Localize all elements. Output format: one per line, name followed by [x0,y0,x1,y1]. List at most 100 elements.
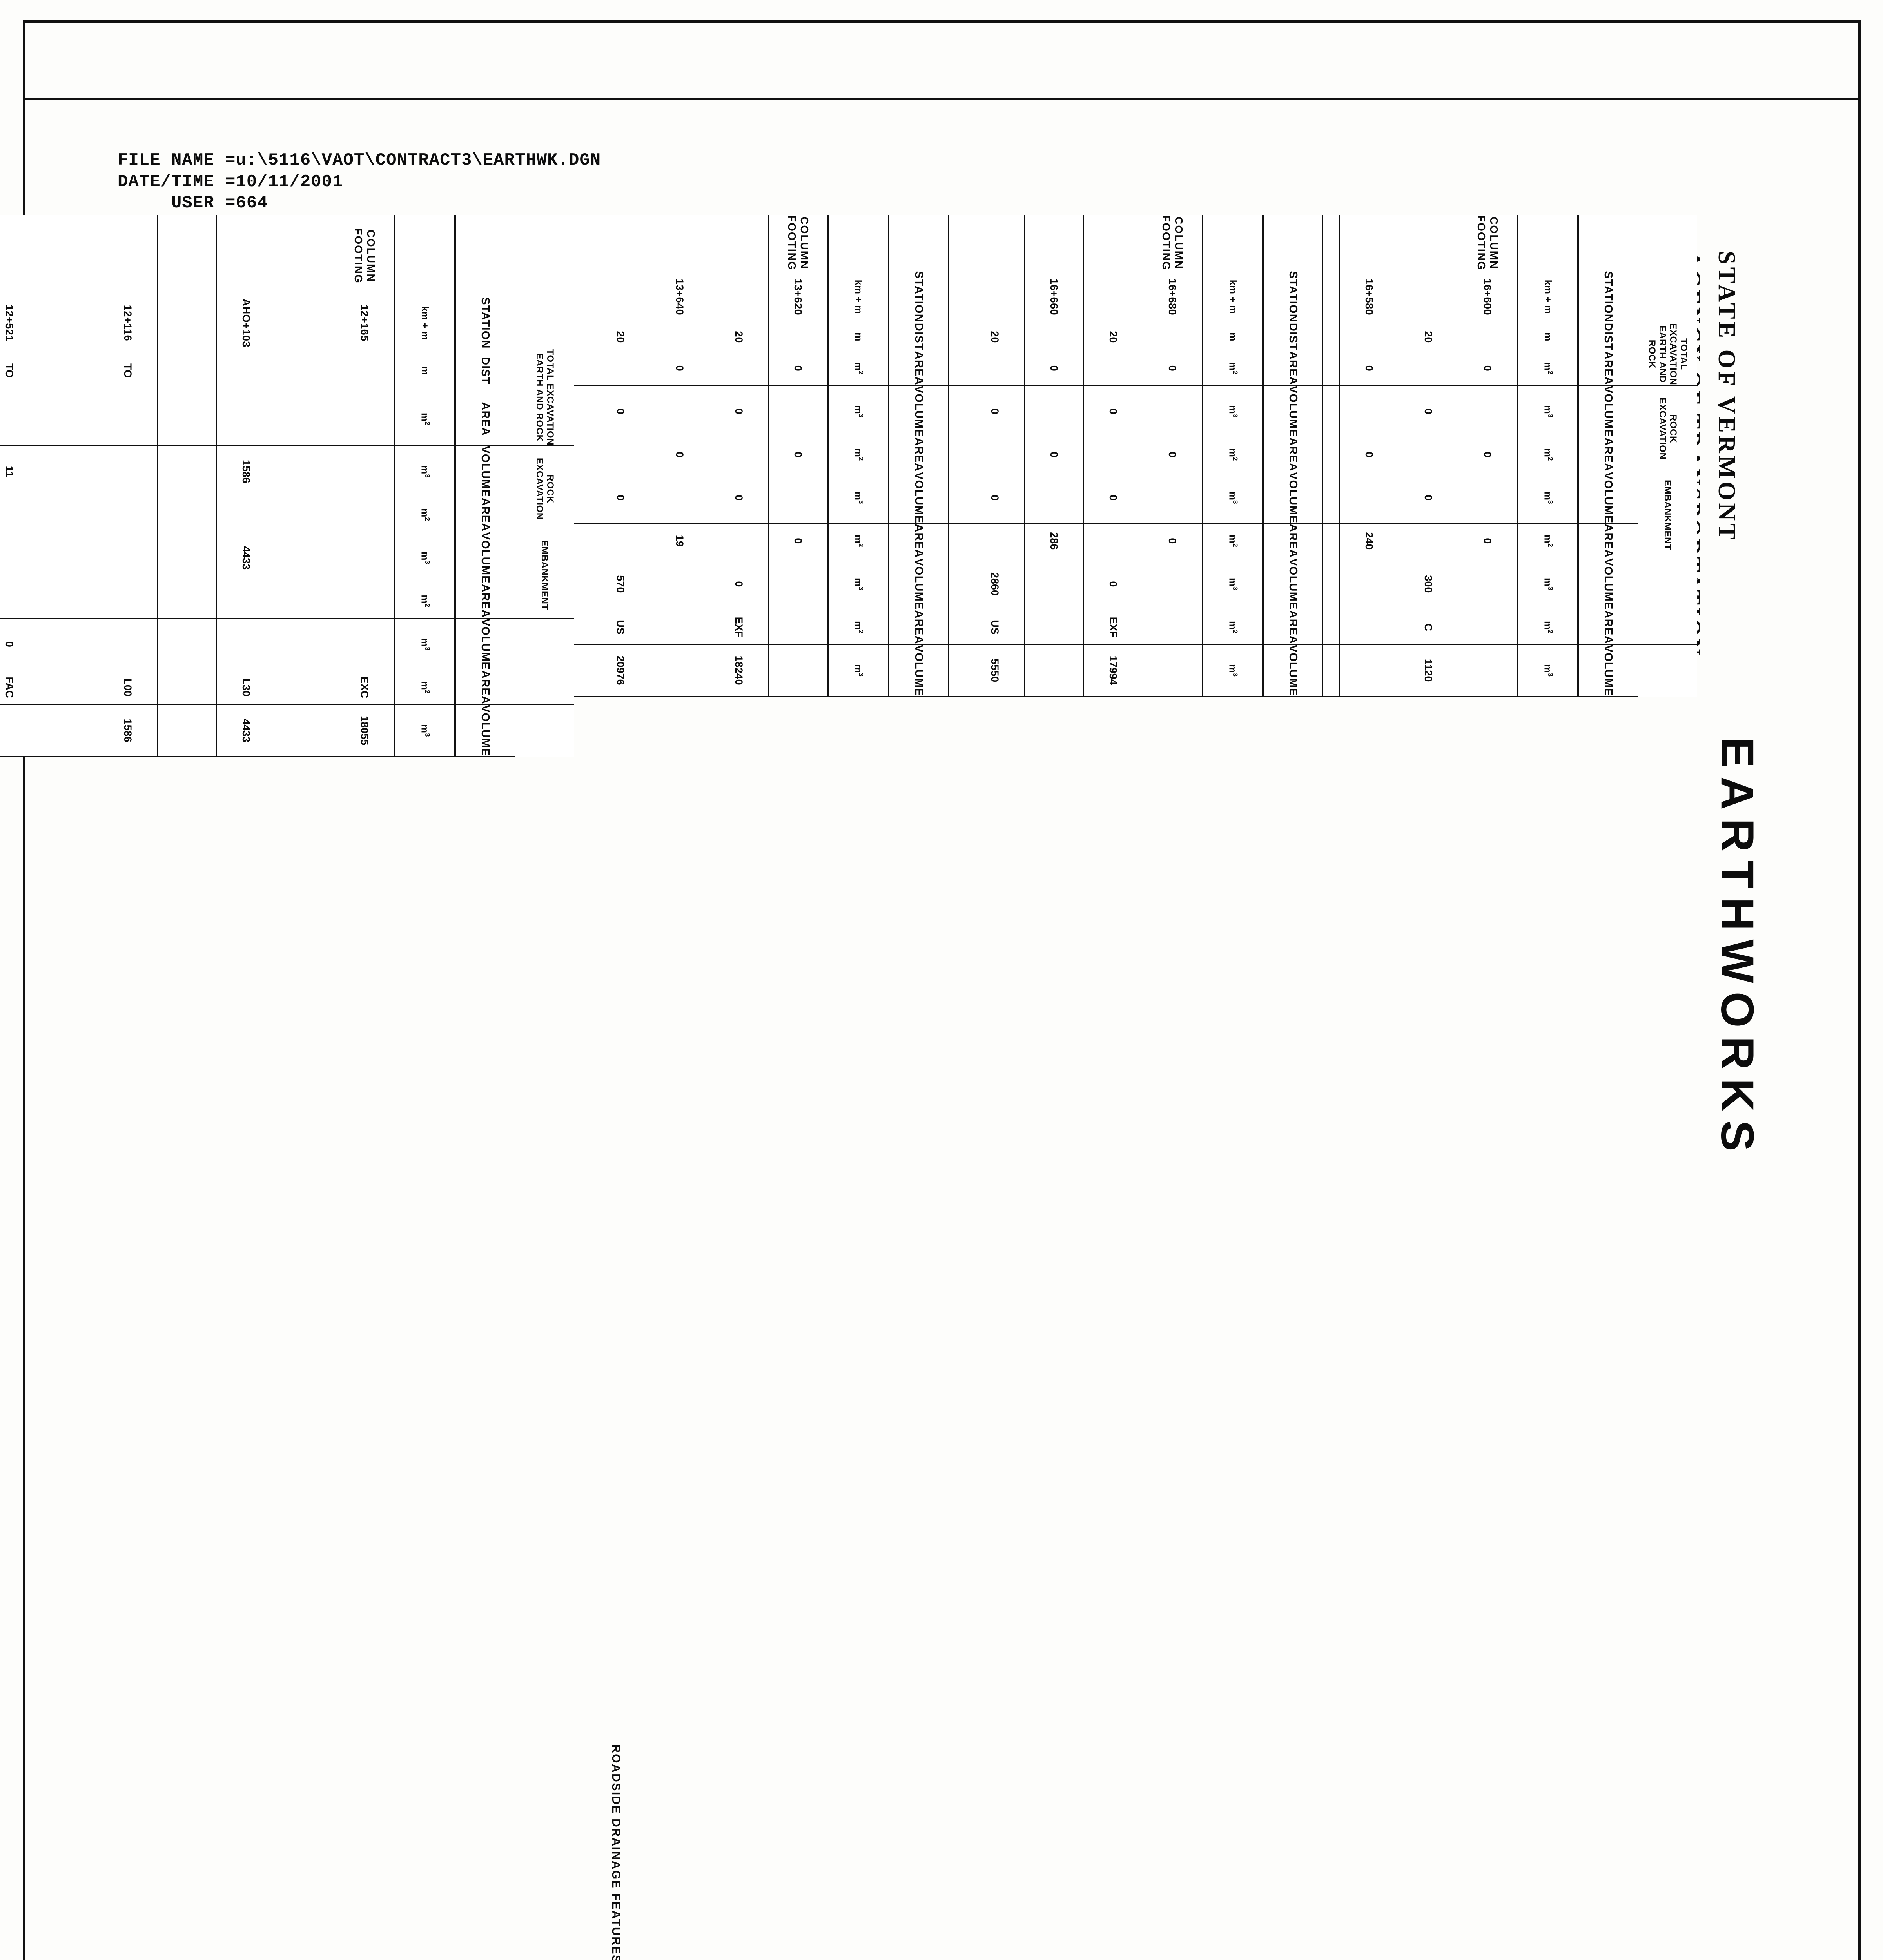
column-header-station: STATION [1578,271,1638,323]
column-header-volume: VOLUME [1578,558,1638,610]
cell-value [1024,558,1084,610]
cell-value: US [965,610,1025,645]
header-unit-spacer [395,215,455,297]
cell-station [39,297,98,349]
column-header-unit: m2 [1203,437,1263,472]
column-group-header: TOTAL EXCAVATION EARTH AND ROCK [515,349,574,446]
cell-value: 11 [0,445,39,497]
table-row: 20 0 0 300 C 1120 [1399,215,1458,697]
cell-station [157,297,217,349]
cell-value [1143,472,1203,524]
section-label-cell: COLUMN FOOTING [1458,215,1518,271]
column-header-unit: m3 [828,472,889,524]
cell-value [709,351,769,386]
cell-value [1339,323,1399,351]
column-header-unit: m3 [1518,558,1578,610]
cell-value: 0 [1458,523,1518,558]
cell-value [1083,437,1143,472]
cell-station [1083,271,1143,323]
cell-value [335,497,395,532]
column-header-volume: VOLUME [455,445,515,497]
column-group-header: EMBANKMENT [1638,472,1697,558]
section-label-cell [0,215,39,297]
cell-value [1399,437,1458,472]
column-header-area: AREA [1578,351,1638,386]
table-row: 20 0 0 2860 US 5550 [965,215,1025,697]
column-header-volume: VOLUME [1263,385,1323,437]
header-unit-spacer [1518,215,1578,271]
table-corner [515,297,574,349]
cell-station: AHO+103 [216,297,276,349]
cell-value: 0 [650,351,709,386]
cell-value [98,445,158,497]
cell-value: 0 [591,472,650,524]
header-spacer [1263,215,1323,271]
column-header-dist: DIST [1263,323,1323,351]
column-header-volume: VOLUME [889,472,949,524]
cell-value: C [1399,610,1458,645]
column-header-volume: VOLUME [455,618,515,670]
cell-value: 0 [1083,558,1143,610]
column-header-unit: m3 [1518,644,1578,697]
column-header-unit: km + m [395,297,455,349]
cell-value [1458,385,1518,437]
column-header-volume: VOLUME [1263,644,1323,697]
cell-value [1143,385,1203,437]
cell-value: EXF [1083,610,1143,645]
column-header-area: AREA [455,392,515,446]
column-header-unit: m3 [1203,472,1263,524]
cell-value [157,584,217,619]
cell-value [1399,351,1458,386]
cell-value [276,704,335,757]
cell-value: L30 [216,670,276,705]
cell-value [276,445,335,497]
cell-value: 0 [709,558,769,610]
cell-value [1143,323,1203,351]
column-header-volume: VOLUME [889,558,949,610]
column-header-unit: m2 [1203,610,1263,645]
cell-value: 19 [650,523,709,558]
cell-value [1024,472,1084,524]
column-header-volume: VOLUME [889,385,949,437]
plot-info-text: FILE NAME =u:\5116\VAOT\CONTRACT3\EARTHW… [118,151,601,213]
cell-value: 18240 [709,644,769,697]
cell-value: 5550 [965,644,1025,697]
cell-value [98,392,158,446]
cell-value: 4433 [216,532,276,584]
cell-value [276,392,335,446]
cell-value [276,618,335,670]
cell-station [1399,271,1458,323]
cell-value: 240 [1339,523,1399,558]
cell-station: 16+580 [1339,271,1399,323]
cell-value [0,497,39,532]
cell-value [39,349,98,392]
cell-value [216,584,276,619]
cell-value: 0 [1458,437,1518,472]
cell-value [0,392,39,446]
section-label-cell [591,215,650,271]
table-row: 16+580 0 0 240 [1339,215,1399,697]
cell-value [1143,610,1203,645]
cell-value [1458,644,1518,697]
cell-value [1339,644,1399,697]
table-row: 12+116 TO L00 1586 [98,215,158,757]
cell-value [650,558,709,610]
column-header-station: STATION [455,297,515,349]
column-header-area: AREA [1263,351,1323,386]
table-row [276,215,335,757]
cell-value: 1586 [98,704,158,757]
cell-value: EXC [335,670,395,705]
cell-value [335,584,395,619]
column-header-station: STATION [1263,271,1323,323]
cell-value: 20976 [591,644,650,697]
section-label-cell [1083,215,1143,271]
cell-value [157,532,217,584]
cell-value [965,523,1025,558]
column-header-volume: VOLUME [889,644,949,697]
cell-value: 300 [1399,558,1458,610]
column-header-unit: m3 [1203,558,1263,610]
cell-value [335,392,395,446]
column-header-area: AREA [1578,610,1638,645]
column-header-area: AREA [889,437,949,472]
